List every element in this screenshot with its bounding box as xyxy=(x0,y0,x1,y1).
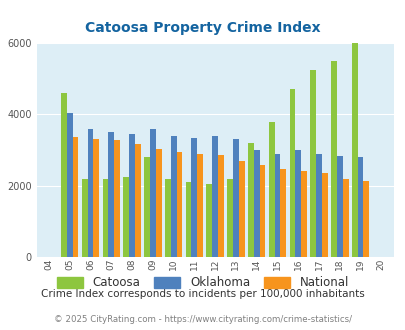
Bar xyxy=(247,143,253,257)
Bar xyxy=(238,161,244,257)
Bar xyxy=(176,152,182,257)
Bar xyxy=(259,165,265,257)
Bar xyxy=(135,145,141,257)
Bar xyxy=(149,129,156,257)
Text: Catoosa Property Crime Index: Catoosa Property Crime Index xyxy=(85,21,320,35)
Bar xyxy=(253,150,259,257)
Bar xyxy=(351,43,357,257)
Bar xyxy=(232,139,238,257)
Bar xyxy=(301,171,306,257)
Bar xyxy=(274,154,280,257)
Bar xyxy=(102,179,108,257)
Bar xyxy=(67,113,72,257)
Bar xyxy=(72,137,78,257)
Bar xyxy=(227,179,232,257)
Bar xyxy=(212,136,217,257)
Bar xyxy=(87,129,93,257)
Bar xyxy=(315,154,321,257)
Bar xyxy=(191,138,197,257)
Bar xyxy=(123,177,129,257)
Bar xyxy=(82,179,87,257)
Bar xyxy=(217,155,223,257)
Bar xyxy=(108,132,114,257)
Bar xyxy=(268,121,274,257)
Bar xyxy=(206,184,212,257)
Text: Crime Index corresponds to incidents per 100,000 inhabitants: Crime Index corresponds to incidents per… xyxy=(41,289,364,299)
Bar xyxy=(280,169,286,257)
Bar xyxy=(330,61,336,257)
Bar xyxy=(185,182,191,257)
Bar xyxy=(93,139,99,257)
Bar xyxy=(362,181,369,257)
Bar xyxy=(129,134,135,257)
Bar xyxy=(156,149,161,257)
Bar xyxy=(357,157,362,257)
Bar xyxy=(342,179,347,257)
Bar xyxy=(164,179,171,257)
Bar xyxy=(336,155,342,257)
Text: © 2025 CityRating.com - https://www.cityrating.com/crime-statistics/: © 2025 CityRating.com - https://www.city… xyxy=(54,315,351,324)
Bar xyxy=(289,89,294,257)
Bar xyxy=(114,141,120,257)
Bar xyxy=(61,93,67,257)
Legend: Catoosa, Oklahoma, National: Catoosa, Oklahoma, National xyxy=(52,272,353,294)
Bar xyxy=(309,70,315,257)
Bar xyxy=(321,173,327,257)
Bar xyxy=(294,150,301,257)
Bar xyxy=(144,157,149,257)
Bar xyxy=(197,154,202,257)
Bar xyxy=(171,136,176,257)
